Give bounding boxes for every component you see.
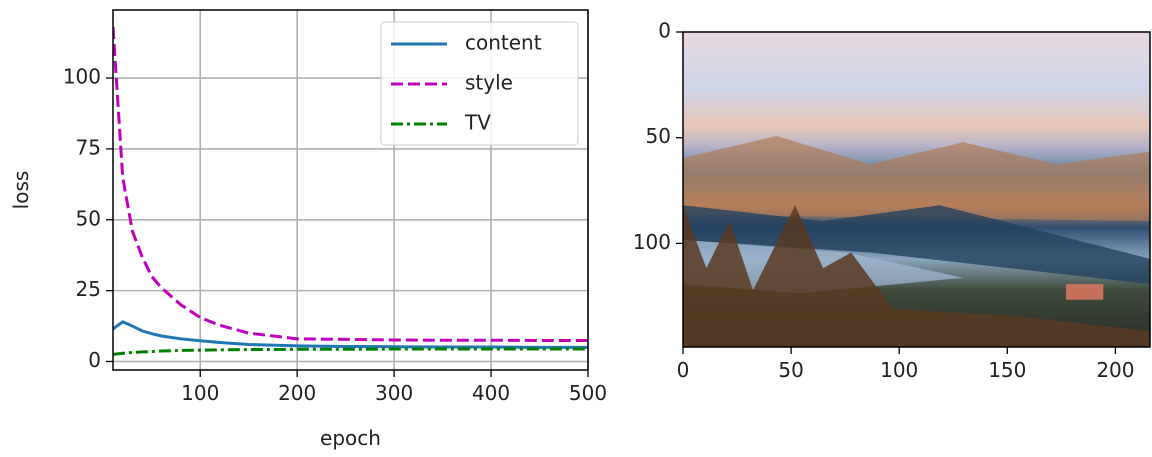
x-tick-label: 50 [778,358,803,382]
y-tick-label: 0 [88,348,101,372]
legend-label: content [465,31,542,55]
x-tick-label: 150 [988,358,1026,382]
mountains [683,135,1150,221]
y-tick-label: 100 [63,65,101,89]
cabin [1065,284,1104,300]
x-tick-label: 200 [278,381,316,405]
legend-box [380,21,579,146]
trees [683,205,1150,347]
image [683,32,1150,347]
x-tick-label: 400 [472,381,510,405]
y-tick-label: 0 [658,19,671,43]
axes-frame [682,31,1151,348]
y-tick-label: 75 [76,135,101,159]
x-axis-label: epoch [320,426,381,450]
x-tick-label: 500 [569,381,607,405]
y-tick-label: 100 [633,230,671,254]
legend-label: style [465,71,513,95]
loss-line [113,26,588,343]
loss-line [113,320,588,349]
y-tick-label: 50 [76,206,101,230]
y-tick-label: 50 [646,124,671,148]
legend-label: TV [464,111,491,135]
x-tick-label: 100 [181,381,219,405]
x-tick-label: 300 [375,381,413,405]
x-tick-label: 200 [1096,358,1134,382]
y-tick-label: 25 [76,277,101,301]
y-axis-label: loss [9,171,33,210]
lake [683,239,964,294]
x-tick-label: 100 [880,358,918,382]
loss-line [113,347,588,356]
x-tick-label: 0 [677,358,690,382]
axes-frame [112,9,589,371]
legend: content style TV [380,21,579,146]
